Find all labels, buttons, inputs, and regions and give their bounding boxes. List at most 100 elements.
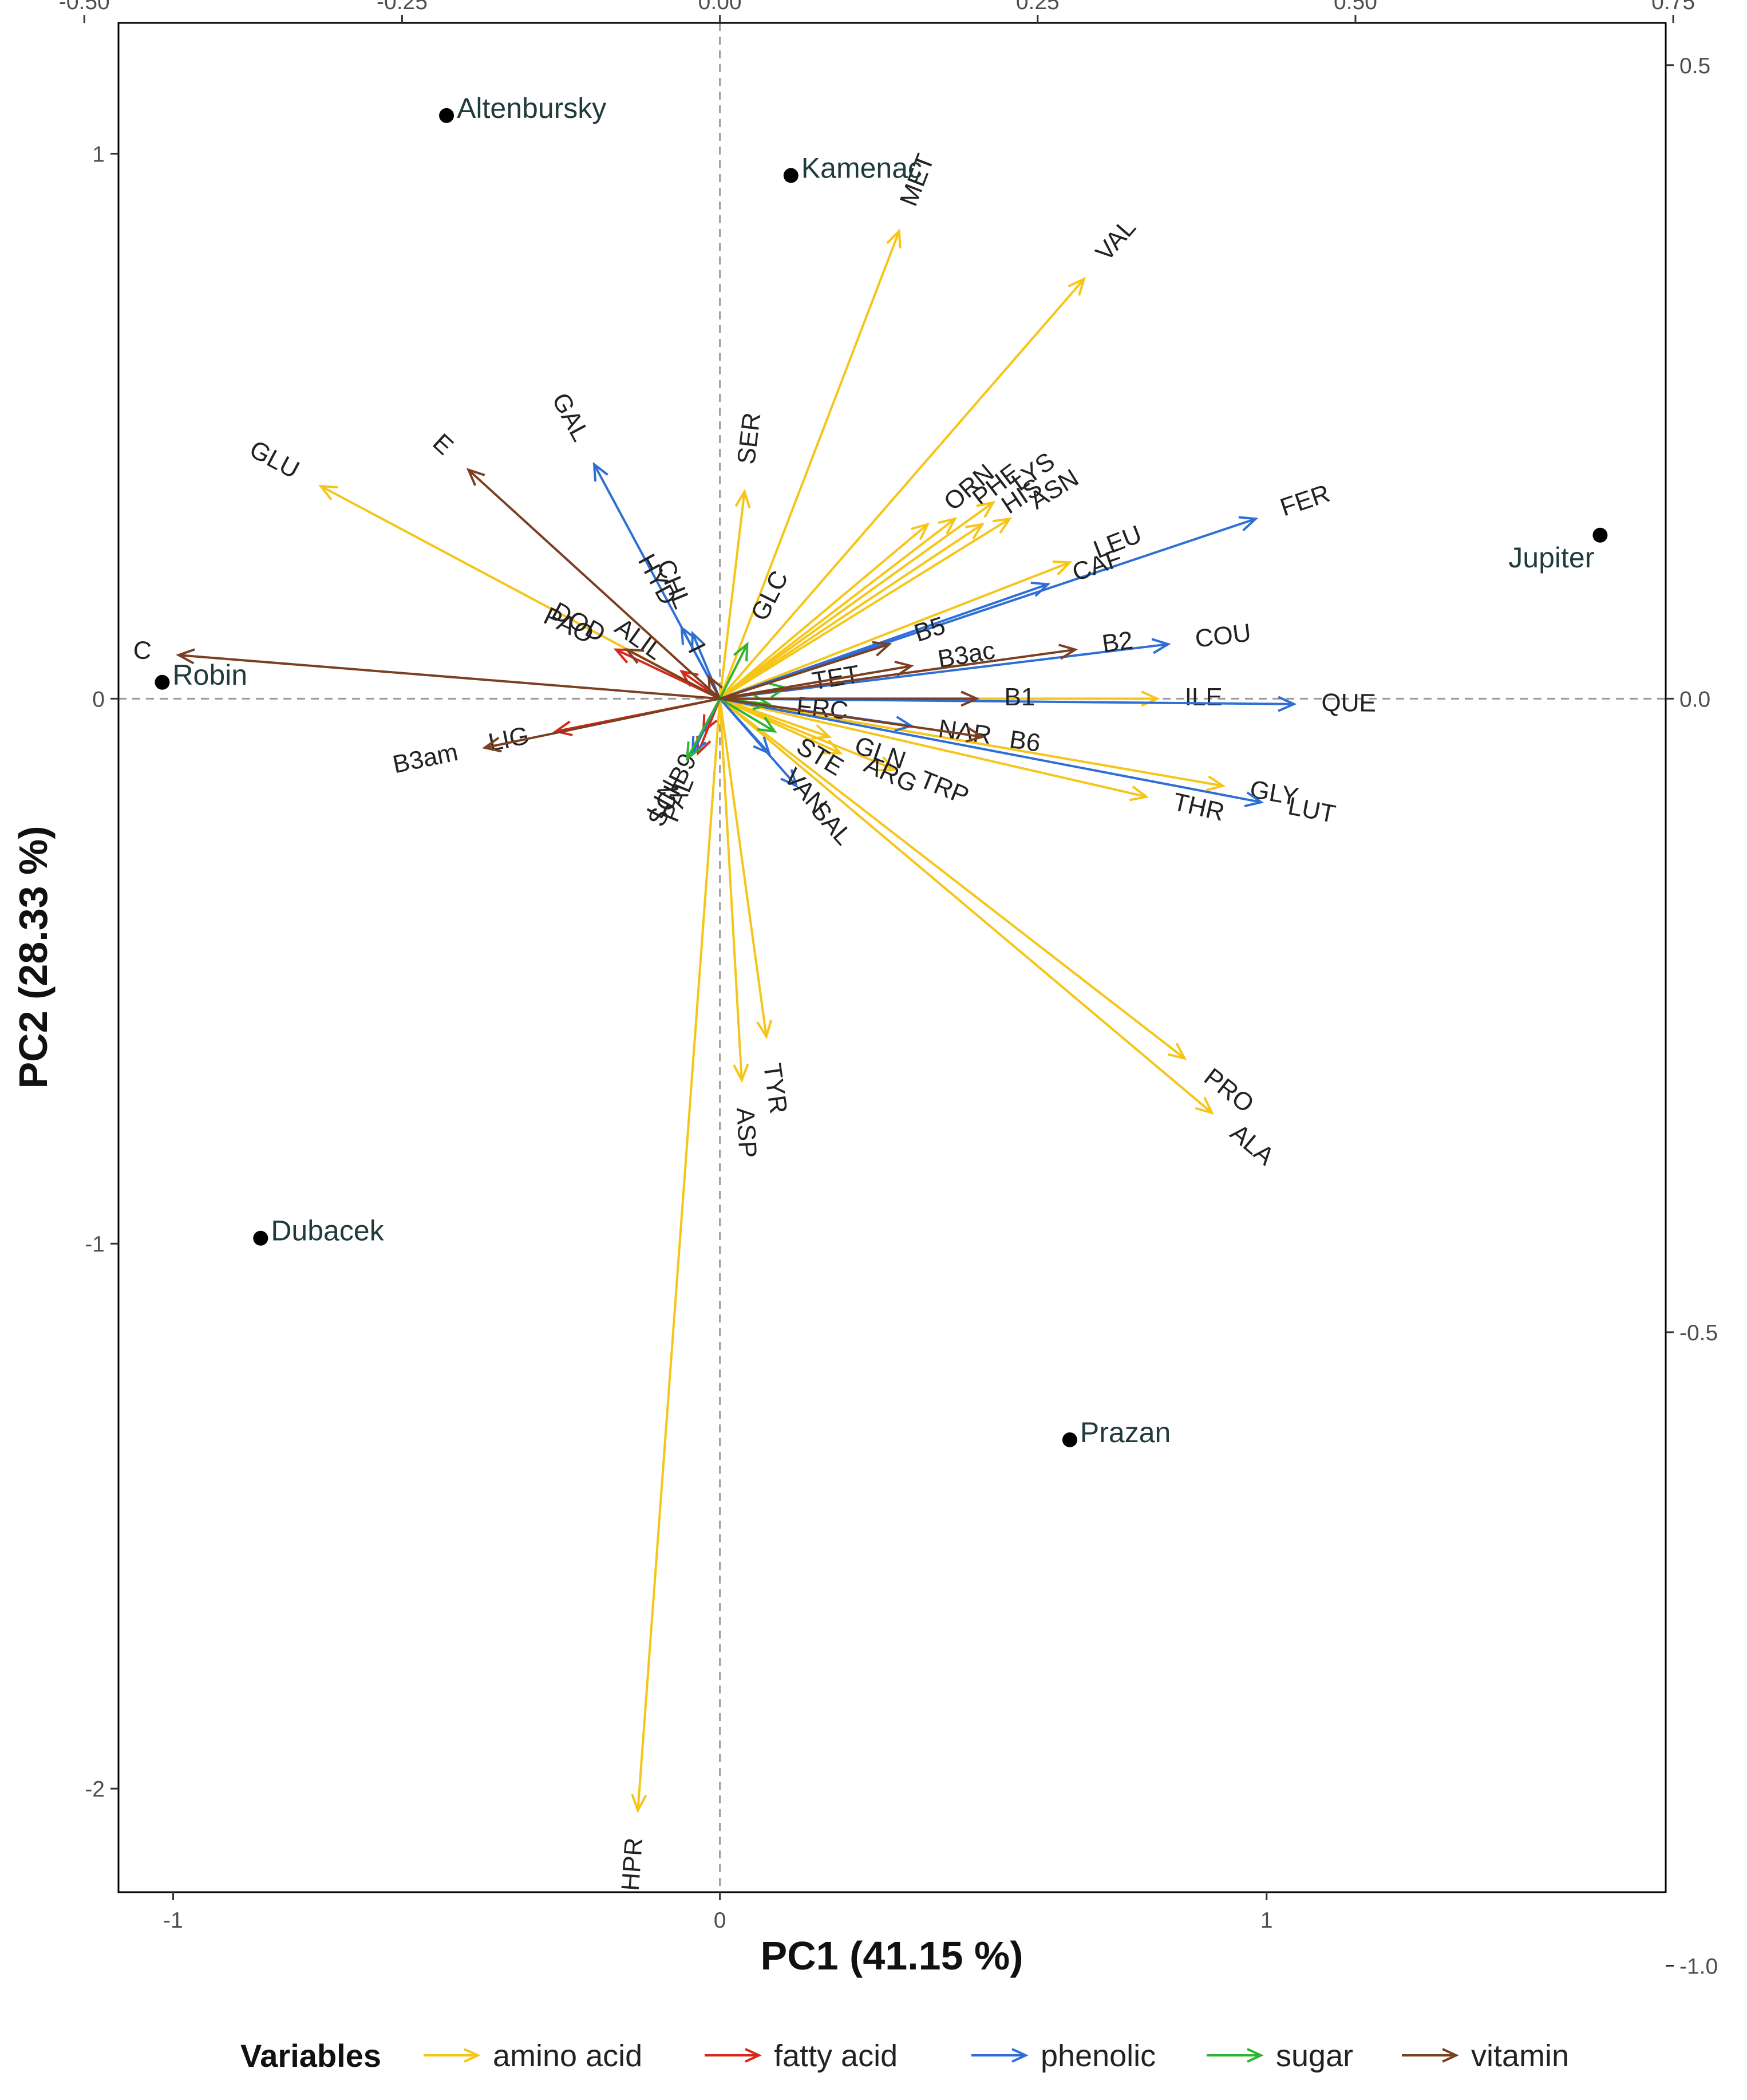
sample-point — [1592, 527, 1608, 543]
arrow-shaft — [720, 697, 1147, 798]
variable-label: QUE — [1321, 689, 1376, 717]
arrow-head — [823, 739, 843, 755]
right-tick-label: -1.0 — [1679, 1955, 1718, 1979]
arrow-shaft — [720, 697, 983, 738]
arrow-shaft — [719, 583, 1049, 700]
arrow-shaft — [719, 697, 1213, 1114]
sample-label: Kamenac — [801, 152, 922, 184]
arrow-shaft — [719, 278, 1085, 700]
arrow-head — [624, 648, 645, 664]
arrow-shaft — [720, 648, 1076, 700]
legend-label: sugar — [1276, 2039, 1353, 2073]
arrow-head — [756, 1020, 773, 1040]
arrow-head — [1052, 560, 1073, 576]
arrow-head — [938, 517, 958, 535]
top-tick-label: 0.25 — [1016, 0, 1060, 14]
arrow-shaft — [718, 230, 900, 700]
variable-label: ILE — [1185, 683, 1223, 711]
legend-label: phenolic — [1041, 2039, 1156, 2073]
legend-key-arrowhead — [1442, 2048, 1459, 2063]
arrow-shaft — [719, 697, 1185, 1060]
variable-label: SER — [732, 411, 766, 466]
arrow-head — [733, 1063, 749, 1083]
arrow-asp: ASP — [718, 698, 762, 1159]
variable-label: B1 — [1005, 683, 1035, 711]
top-tick-label: -0.25 — [377, 0, 428, 14]
sample-point — [155, 674, 170, 690]
arrow-head — [780, 769, 799, 788]
right-tick-label: -0.5 — [1679, 1321, 1718, 1345]
arrow-head — [878, 756, 898, 772]
right-tick-label: 0.0 — [1679, 687, 1710, 712]
legend-item-sugar: sugar — [1207, 2039, 1353, 2073]
arrow-head — [1068, 277, 1086, 296]
arrow-shaft — [719, 698, 770, 754]
arrow-cou: COU — [720, 618, 1252, 700]
variable-label: TYR — [758, 1061, 793, 1115]
arrow-head — [1244, 791, 1264, 808]
legend: Variables amino acid fatty acid phenolic sug… — [240, 2038, 1569, 2074]
arrow-shaft — [686, 698, 721, 760]
arrow-hpr: HPR — [616, 698, 721, 1892]
arrow-frc: FRC — [720, 692, 849, 725]
arrow-head — [734, 488, 751, 508]
arrow-head — [961, 690, 980, 707]
arrow-shaft — [719, 561, 1070, 700]
legend-label: amino acid — [493, 2039, 642, 2073]
arrow-shaft — [719, 697, 830, 738]
right-tick-label: 0.5 — [1679, 54, 1710, 78]
arrow-shaft — [719, 523, 983, 700]
arrow-head — [691, 630, 706, 651]
sample-label: Robin — [172, 659, 247, 691]
arrow-head — [1278, 696, 1297, 712]
sample-points: Altenbursky Kamenac Jupiter Robin Dubacek Pra… — [155, 92, 1608, 1448]
arrow-head — [553, 720, 573, 737]
legend-item-phenolic: phenolic — [971, 2039, 1156, 2073]
sample-label: Jupiter — [1508, 542, 1594, 574]
sample-point — [783, 168, 799, 183]
arrow-shaft — [720, 643, 890, 700]
legend-title: Variables — [240, 2038, 381, 2074]
arrow-head — [872, 641, 892, 657]
sample-label: Prazan — [1080, 1416, 1171, 1448]
arrow-head — [466, 468, 485, 486]
legend-key-arrowhead — [745, 2048, 762, 2063]
arrow-head — [1058, 644, 1078, 660]
sample-dubacek: Dubacek — [253, 1215, 385, 1247]
legend-key-arrowhead — [464, 2048, 481, 2063]
arrow-head — [1167, 1043, 1187, 1060]
arrow-shaft — [719, 697, 776, 733]
arrow-head — [1195, 1096, 1215, 1115]
arrow-shaft — [484, 697, 721, 749]
legend-label: fatty acid — [774, 2039, 898, 2073]
arrow-head — [733, 641, 749, 662]
arrow-head — [176, 648, 196, 665]
arrow-head — [482, 736, 502, 753]
arrow-head — [592, 461, 608, 482]
arrow-shaft — [720, 643, 1169, 700]
sample-jupiter: Jupiter — [1508, 527, 1608, 574]
arrow-shaft — [637, 698, 721, 1811]
arrow-b2: B2 — [720, 626, 1135, 700]
variable-label: C — [132, 636, 153, 665]
arrow-shaft — [718, 491, 746, 699]
sample-label: Dubacek — [271, 1215, 384, 1247]
arrow-shaft — [626, 648, 721, 700]
plot-border — [117, 22, 1667, 1893]
arrow-head — [1205, 775, 1226, 791]
y-tick-label: -2 — [85, 1777, 105, 1802]
arrow-head — [911, 522, 930, 540]
sample-altenbursky: Altenbursky — [439, 92, 606, 124]
arrow-shaft — [719, 518, 956, 700]
sample-point — [253, 1230, 268, 1246]
legend-key-arrowhead — [1011, 2048, 1029, 2063]
arrow-tyr: TYR — [718, 698, 793, 1115]
arrow-c: C — [132, 636, 720, 700]
y-tick-label: -1 — [85, 1232, 105, 1257]
x-tick-label: -1 — [163, 1908, 183, 1933]
arrow-head — [708, 674, 724, 694]
arrow-head — [685, 741, 702, 761]
arrow-head — [1030, 581, 1051, 597]
arrow-shaft — [719, 697, 896, 771]
